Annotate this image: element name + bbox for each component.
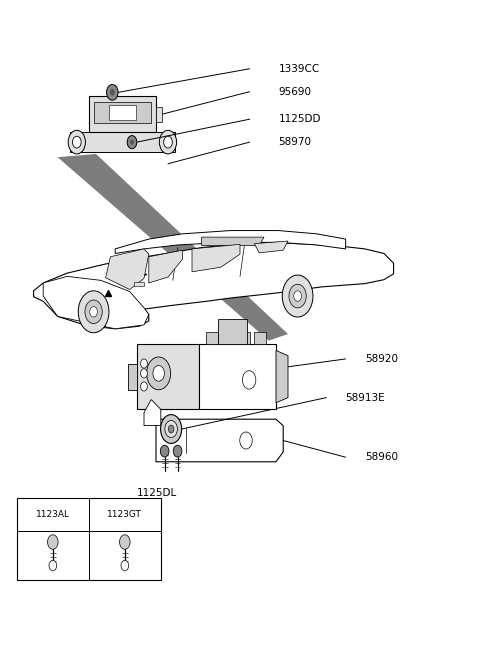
Circle shape: [127, 136, 137, 149]
Polygon shape: [238, 332, 250, 344]
Circle shape: [110, 89, 115, 96]
Circle shape: [130, 140, 134, 145]
Circle shape: [141, 359, 147, 368]
Circle shape: [72, 136, 81, 148]
Circle shape: [160, 415, 181, 443]
Polygon shape: [137, 344, 199, 409]
Circle shape: [121, 560, 129, 571]
Polygon shape: [109, 105, 136, 120]
Circle shape: [107, 84, 118, 100]
Circle shape: [282, 275, 313, 317]
Polygon shape: [149, 250, 182, 283]
Text: 1339CC: 1339CC: [278, 64, 320, 74]
Circle shape: [85, 300, 102, 324]
Circle shape: [240, 432, 252, 449]
Circle shape: [294, 291, 301, 301]
Text: 1123GT: 1123GT: [108, 510, 142, 519]
Text: 1123AL: 1123AL: [36, 510, 70, 519]
Circle shape: [160, 445, 169, 457]
Polygon shape: [58, 154, 288, 341]
Polygon shape: [89, 96, 156, 132]
Polygon shape: [206, 332, 218, 344]
Circle shape: [141, 382, 147, 391]
Text: 95690: 95690: [278, 86, 312, 97]
Circle shape: [78, 291, 109, 333]
Text: 1125DL: 1125DL: [137, 487, 177, 498]
Polygon shape: [199, 344, 276, 409]
Circle shape: [120, 534, 130, 549]
Circle shape: [173, 445, 182, 457]
Circle shape: [147, 357, 171, 390]
Polygon shape: [276, 350, 288, 403]
Polygon shape: [222, 332, 234, 344]
Circle shape: [153, 365, 164, 381]
Circle shape: [49, 560, 57, 571]
Circle shape: [141, 369, 147, 378]
Circle shape: [168, 425, 174, 433]
Polygon shape: [254, 332, 266, 344]
Polygon shape: [144, 400, 161, 426]
Polygon shape: [115, 231, 346, 253]
Circle shape: [90, 307, 97, 317]
Circle shape: [48, 534, 58, 549]
Polygon shape: [156, 419, 283, 462]
Circle shape: [68, 130, 85, 154]
Polygon shape: [218, 319, 247, 344]
Circle shape: [159, 130, 177, 154]
Circle shape: [165, 421, 178, 438]
Polygon shape: [192, 244, 240, 272]
Polygon shape: [34, 242, 394, 329]
Polygon shape: [254, 241, 288, 253]
Text: 58913E: 58913E: [346, 392, 385, 403]
Text: 1125DD: 1125DD: [278, 114, 321, 124]
Text: 58970: 58970: [278, 137, 312, 147]
Polygon shape: [106, 249, 149, 290]
Polygon shape: [70, 132, 175, 152]
Polygon shape: [43, 276, 149, 329]
Text: 58960: 58960: [365, 452, 398, 462]
Polygon shape: [128, 364, 137, 390]
Polygon shape: [202, 237, 264, 246]
Text: 58920: 58920: [365, 354, 398, 364]
Polygon shape: [94, 102, 151, 123]
Circle shape: [242, 371, 256, 389]
Circle shape: [164, 136, 172, 148]
Polygon shape: [134, 282, 144, 286]
Polygon shape: [156, 107, 162, 122]
Circle shape: [289, 284, 306, 308]
FancyBboxPatch shape: [17, 498, 161, 580]
